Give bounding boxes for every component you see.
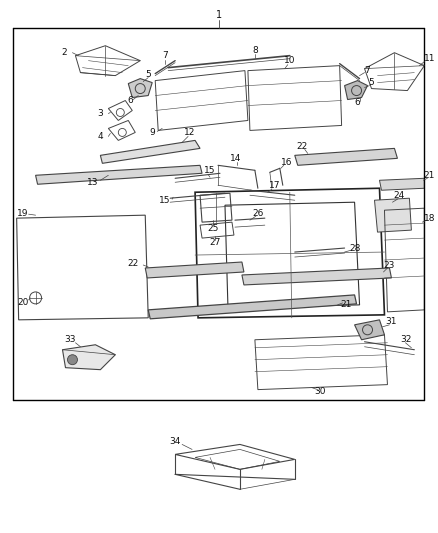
Text: 32: 32 — [401, 335, 412, 344]
Text: 9: 9 — [149, 128, 155, 137]
Polygon shape — [63, 345, 115, 370]
Text: 34: 34 — [170, 437, 181, 446]
Text: 11: 11 — [424, 54, 435, 63]
Text: 5: 5 — [145, 70, 151, 79]
Circle shape — [67, 355, 78, 365]
Text: 25: 25 — [207, 224, 219, 232]
Polygon shape — [374, 198, 411, 232]
Text: 21: 21 — [340, 301, 351, 309]
Text: 20: 20 — [17, 298, 28, 308]
Polygon shape — [100, 140, 200, 163]
Text: 24: 24 — [394, 191, 405, 200]
Polygon shape — [345, 80, 367, 100]
Text: 31: 31 — [386, 317, 397, 326]
Text: 33: 33 — [65, 335, 76, 344]
Text: 1: 1 — [216, 10, 222, 20]
Text: 21: 21 — [424, 171, 435, 180]
Text: 17: 17 — [269, 181, 281, 190]
Text: 6: 6 — [355, 98, 360, 107]
Polygon shape — [242, 268, 392, 285]
Text: 12: 12 — [184, 128, 196, 137]
Text: 15: 15 — [159, 196, 171, 205]
Text: 15: 15 — [204, 166, 216, 175]
Text: 8: 8 — [252, 46, 258, 55]
Text: 16: 16 — [281, 158, 293, 167]
Text: 26: 26 — [252, 209, 264, 217]
Text: 13: 13 — [87, 178, 98, 187]
Polygon shape — [35, 165, 202, 184]
Text: 19: 19 — [17, 209, 28, 217]
Text: 30: 30 — [314, 387, 325, 396]
Text: 4: 4 — [98, 132, 103, 141]
Text: 10: 10 — [284, 56, 296, 65]
Text: 7: 7 — [365, 66, 371, 75]
Text: 6: 6 — [127, 96, 133, 105]
Polygon shape — [148, 295, 357, 319]
Text: 18: 18 — [424, 214, 435, 223]
Polygon shape — [379, 178, 424, 190]
Text: 22: 22 — [296, 142, 307, 151]
Text: 27: 27 — [209, 238, 221, 247]
Text: 28: 28 — [349, 244, 360, 253]
Text: 5: 5 — [369, 78, 374, 87]
Polygon shape — [295, 148, 397, 165]
Text: 14: 14 — [230, 154, 242, 163]
Polygon shape — [355, 320, 385, 340]
Text: 23: 23 — [384, 261, 395, 270]
Text: 7: 7 — [162, 51, 168, 60]
Text: 3: 3 — [98, 109, 103, 118]
Polygon shape — [145, 262, 244, 278]
Polygon shape — [128, 78, 152, 98]
Text: 22: 22 — [127, 259, 139, 268]
Text: 2: 2 — [62, 48, 67, 57]
